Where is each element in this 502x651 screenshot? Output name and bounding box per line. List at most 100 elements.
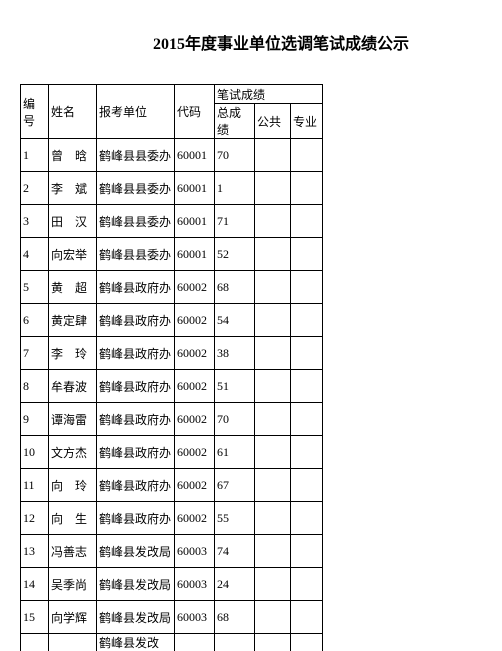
cell-unit: 鹤峰县政府办 bbox=[97, 370, 175, 403]
cell-total bbox=[215, 634, 255, 651]
cell-gg bbox=[255, 139, 291, 172]
cell-unit: 鹤峰县发改局 bbox=[97, 601, 175, 634]
table-row: 4向宏举鹤峰县县委办6000152 bbox=[21, 238, 323, 271]
table-row: 9谭海雷鹤峰县政府办6000270 bbox=[21, 403, 323, 436]
cell-gg bbox=[255, 535, 291, 568]
col-gg-header: 公共 bbox=[255, 104, 291, 139]
cell-code: 60002 bbox=[175, 502, 215, 535]
col-name-header: 姓名 bbox=[49, 85, 97, 139]
table-row: 2李 斌鹤峰县县委办600011 bbox=[21, 172, 323, 205]
cell-gg bbox=[255, 172, 291, 205]
cell-code: 60002 bbox=[175, 469, 215, 502]
table-row: 14吴季尚鹤峰县发改局6000324 bbox=[21, 568, 323, 601]
col-code-header: 代码 bbox=[175, 85, 215, 139]
table-body: 1曾 晗鹤峰县县委办60001702李 斌鹤峰县县委办6000113田 汉鹤峰县… bbox=[21, 139, 323, 651]
cell-total: 38 bbox=[215, 337, 255, 370]
cell-gg bbox=[255, 304, 291, 337]
cell-code: 60001 bbox=[175, 238, 215, 271]
cell-unit: 鹤峰县政府办 bbox=[97, 271, 175, 304]
cell-total: 68 bbox=[215, 271, 255, 304]
table-row: 13冯善志鹤峰县发改局6000374 bbox=[21, 535, 323, 568]
cell-gg bbox=[255, 238, 291, 271]
cell-gg bbox=[255, 568, 291, 601]
cell-gg bbox=[255, 271, 291, 304]
cell-total: 68 bbox=[215, 601, 255, 634]
cell-zy bbox=[291, 337, 323, 370]
cell-code: 60002 bbox=[175, 370, 215, 403]
cell-id: 4 bbox=[21, 238, 49, 271]
col-unit-header: 报考单位 bbox=[97, 85, 175, 139]
cell-id: 6 bbox=[21, 304, 49, 337]
cell-code: 60001 bbox=[175, 139, 215, 172]
cell-name bbox=[49, 634, 97, 651]
cell-unit: 鹤峰县发改局 bbox=[97, 535, 175, 568]
cell-total: 74 bbox=[215, 535, 255, 568]
cell-id: 13 bbox=[21, 535, 49, 568]
cell-zy bbox=[291, 469, 323, 502]
cell-name: 田 汉 bbox=[49, 205, 97, 238]
table-row: 3田 汉鹤峰县县委办6000171 bbox=[21, 205, 323, 238]
cell-unit: 鹤峰县县委办 bbox=[97, 172, 175, 205]
cell-unit: 鹤峰县县委办 bbox=[97, 205, 175, 238]
table-row: 6黄定肆鹤峰县政府办6000254 bbox=[21, 304, 323, 337]
cell-id: 1 bbox=[21, 139, 49, 172]
cell-zy bbox=[291, 370, 323, 403]
cell-id: 5 bbox=[21, 271, 49, 304]
cell-zy bbox=[291, 502, 323, 535]
cell-id: 8 bbox=[21, 370, 49, 403]
cell-unit: 鹤峰县政府办 bbox=[97, 436, 175, 469]
cell-gg bbox=[255, 469, 291, 502]
cell-id: 15 bbox=[21, 601, 49, 634]
cell-zy bbox=[291, 601, 323, 634]
cell-total: 52 bbox=[215, 238, 255, 271]
cell-zy bbox=[291, 535, 323, 568]
cell-gg bbox=[255, 634, 291, 651]
cell-zy bbox=[291, 205, 323, 238]
cell-code: 60003 bbox=[175, 601, 215, 634]
table-row: 12向 生鹤峰县政府办6000255 bbox=[21, 502, 323, 535]
cell-total: 51 bbox=[215, 370, 255, 403]
score-table: 编号 姓名 报考单位 代码 笔试成绩 总成绩 公共 专业 1曾 晗鹤峰县县委办6… bbox=[20, 84, 323, 651]
cell-gg bbox=[255, 403, 291, 436]
cell-zy bbox=[291, 238, 323, 271]
cell-gg bbox=[255, 205, 291, 238]
cell-name: 黄定肆 bbox=[49, 304, 97, 337]
cell-unit: 鹤峰县政府办 bbox=[97, 502, 175, 535]
cell-code: 60002 bbox=[175, 403, 215, 436]
cell-zy bbox=[291, 634, 323, 651]
cell-unit: 鹤峰县县委办 bbox=[97, 238, 175, 271]
cell-zy bbox=[291, 304, 323, 337]
cell-id: 7 bbox=[21, 337, 49, 370]
cell-unit: 鹤峰县政府办 bbox=[97, 403, 175, 436]
cell-zy bbox=[291, 403, 323, 436]
cell-gg bbox=[255, 337, 291, 370]
cell-name: 向学辉 bbox=[49, 601, 97, 634]
cell-zy bbox=[291, 271, 323, 304]
cell-code: 60001 bbox=[175, 205, 215, 238]
cell-unit: 鹤峰县政府办 bbox=[97, 304, 175, 337]
cell-name: 文方杰 bbox=[49, 436, 97, 469]
cell-name: 吴季尚 bbox=[49, 568, 97, 601]
cell-code bbox=[175, 634, 215, 651]
cell-name: 向 生 bbox=[49, 502, 97, 535]
cell-code: 60002 bbox=[175, 436, 215, 469]
cell-name: 李 斌 bbox=[49, 172, 97, 205]
cell-unit: 鹤峰县政府办 bbox=[97, 469, 175, 502]
cell-id: 12 bbox=[21, 502, 49, 535]
cell-zy bbox=[291, 172, 323, 205]
cell-code: 60002 bbox=[175, 337, 215, 370]
page-title: 2015年度事业单位选调笔试成绩公示 bbox=[80, 30, 482, 54]
cell-zy bbox=[291, 139, 323, 172]
cell-id: 3 bbox=[21, 205, 49, 238]
cell-total: 24 bbox=[215, 568, 255, 601]
cell-unit: 鹤峰县县委办 bbox=[97, 139, 175, 172]
cell-total: 61 bbox=[215, 436, 255, 469]
cell-name: 谭海雷 bbox=[49, 403, 97, 436]
cell-total: 70 bbox=[215, 139, 255, 172]
cell-gg bbox=[255, 601, 291, 634]
cell-total: 1 bbox=[215, 172, 255, 205]
col-zy-header: 专业 bbox=[291, 104, 323, 139]
col-score-group-header: 笔试成绩 bbox=[215, 85, 323, 104]
cell-name: 冯善志 bbox=[49, 535, 97, 568]
cell-name: 李 玲 bbox=[49, 337, 97, 370]
